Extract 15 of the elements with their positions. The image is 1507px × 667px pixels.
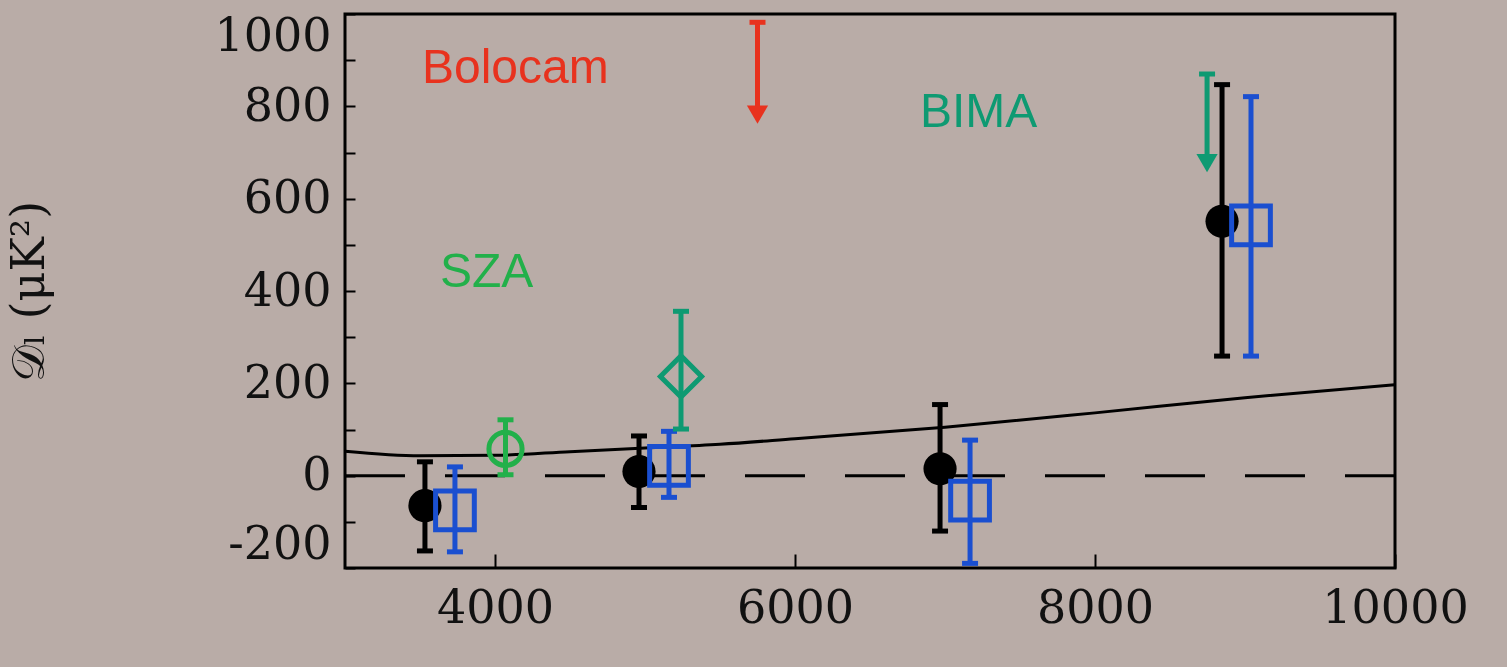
y-tick-label: 800 bbox=[243, 77, 332, 132]
y-tick-label: 400 bbox=[243, 262, 332, 317]
x-tick-label: 6000 bbox=[736, 579, 855, 634]
text: SZA bbox=[439, 243, 534, 297]
text: BIMA bbox=[919, 84, 1038, 138]
y-tick-label: -200 bbox=[228, 515, 332, 570]
x-tick-label: 4000 bbox=[436, 579, 555, 634]
y-axis-title: 𝒟ₗ (μK²) bbox=[0, 200, 55, 383]
y-tick-label: 0 bbox=[302, 447, 332, 502]
x-tick-label: 8000 bbox=[1036, 579, 1155, 634]
y-tick-label: 200 bbox=[243, 354, 332, 409]
y-tick-label: 600 bbox=[243, 170, 332, 225]
x-tick-label: 10000 bbox=[1322, 579, 1469, 634]
y-tick-label: 1000 bbox=[214, 7, 332, 62]
text: Bolocam bbox=[421, 40, 609, 94]
